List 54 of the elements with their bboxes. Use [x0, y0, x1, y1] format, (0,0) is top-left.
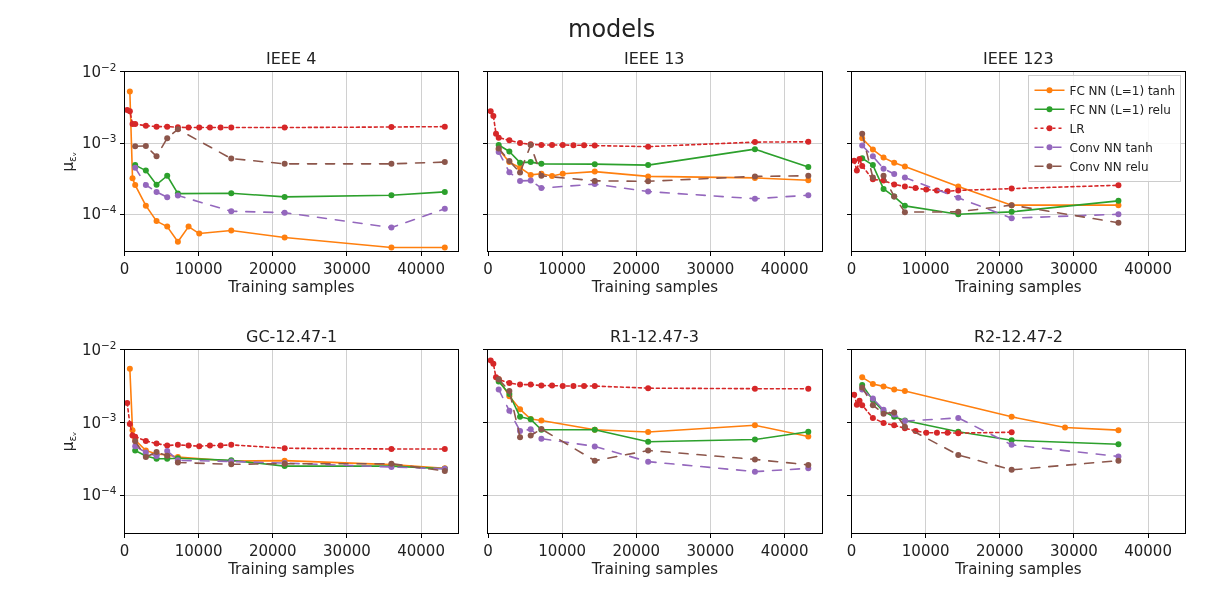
x-tick-label: 30000 — [686, 542, 735, 561]
x-axis-title: Training samples — [954, 278, 1082, 297]
x-tick-label: 20000 — [612, 260, 661, 279]
x-tick-label: 10000 — [538, 260, 587, 279]
x-tick-label: 20000 — [248, 260, 297, 279]
legend-label: LR — [1069, 121, 1085, 136]
y-tick-label: 10$^{−4}$ — [81, 203, 117, 224]
x-tick-label: 40000 — [397, 260, 445, 279]
x-tick-label: 10000 — [174, 260, 223, 279]
chart-title: IEEE 123 — [983, 49, 1054, 68]
x-tick-label: 20000 — [975, 260, 1024, 279]
x-tick-label: 10000 — [901, 542, 950, 561]
legend-label: FC NN (L=1) tanh — [1069, 83, 1176, 98]
y-tick-label: 10$^{−3}$ — [81, 131, 117, 153]
x-tick-label: 40000 — [397, 542, 445, 561]
x-tick-label: 0 — [846, 260, 857, 279]
x-tick-label: 0 — [846, 542, 857, 561]
x-tick-label: 10000 — [174, 542, 223, 561]
x-tick-label: 40000 — [760, 542, 809, 561]
y-tick-label: 10$^{−3}$ — [81, 411, 117, 432]
x-tick-label: 10000 — [901, 260, 950, 279]
x-tick-label: 30000 — [1050, 260, 1098, 279]
y-tick-label: 10$^{−4}$ — [81, 484, 117, 505]
legend-label: Conv NN relu — [1069, 159, 1149, 174]
x-tick-label: 30000 — [323, 260, 371, 279]
y-tick-label: 10$^{−2}$ — [81, 60, 117, 82]
chart-title: R1-12.47-3 — [610, 327, 699, 346]
x-tick-label: 20000 — [248, 542, 297, 561]
x-tick-label: 40000 — [1124, 542, 1172, 561]
x-tick-label: 30000 — [323, 542, 371, 561]
x-tick-label: 40000 — [760, 260, 809, 279]
x-tick-label: 0 — [483, 542, 493, 561]
x-axis-title: Training samples — [954, 560, 1082, 579]
x-tick-label: 0 — [119, 260, 130, 279]
chart-title: IEEE 4 — [266, 49, 317, 68]
x-axis-title: Training samples — [227, 278, 355, 297]
x-axis-title: Training samples — [590, 278, 719, 297]
x-tick-label: 0 — [483, 260, 493, 279]
x-tick-label: 10000 — [538, 542, 587, 561]
y-tick-label: 10$^{−2}$ — [81, 338, 117, 359]
text: models — [568, 15, 656, 43]
x-axis-title: Training samples — [590, 560, 719, 579]
chart-title: IEEE 13 — [624, 49, 685, 68]
chart-title: GC-12.47-1 — [246, 327, 338, 346]
x-tick-label: 30000 — [686, 260, 735, 279]
x-tick-label: 0 — [119, 542, 130, 561]
chart-title: R2-12.47-2 — [974, 327, 1063, 346]
x-tick-label: 40000 — [1124, 260, 1172, 279]
legend-label: FC NN (L=1) relu — [1069, 102, 1171, 117]
x-tick-label: 20000 — [975, 542, 1024, 561]
x-axis-title: Training samples — [227, 560, 355, 579]
x-tick-label: 30000 — [1050, 542, 1098, 561]
legend-label: Conv NN tanh — [1069, 140, 1153, 155]
x-tick-label: 20000 — [612, 542, 661, 561]
